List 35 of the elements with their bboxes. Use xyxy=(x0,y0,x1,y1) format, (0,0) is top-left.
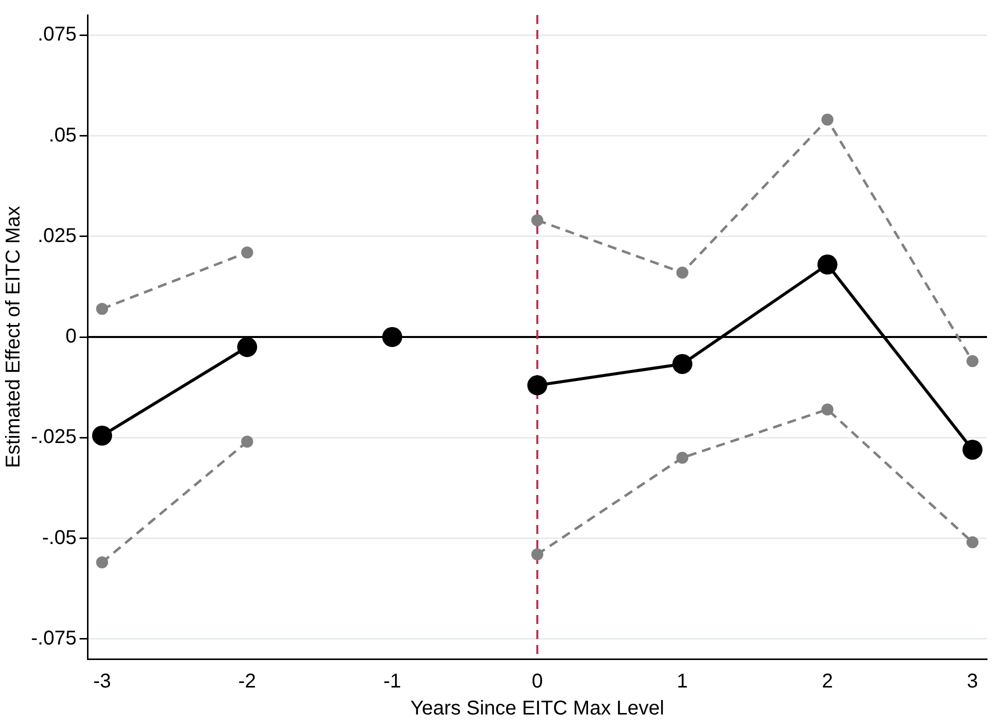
point xyxy=(96,556,108,568)
x-tick-label: 0 xyxy=(532,670,543,693)
point xyxy=(96,302,108,315)
point xyxy=(92,426,112,446)
point xyxy=(531,214,544,226)
point xyxy=(241,436,254,448)
y-axis-title: Estimated Effect of EITC Max xyxy=(2,206,25,468)
point xyxy=(966,536,978,548)
x-tick-label: 2 xyxy=(822,670,833,693)
x-tick-label: -1 xyxy=(383,670,402,693)
point xyxy=(817,254,838,275)
point xyxy=(672,354,692,374)
point xyxy=(676,452,688,464)
x-tick-label: 3 xyxy=(966,670,978,693)
point xyxy=(966,355,978,368)
y-tick-label: .075 xyxy=(38,24,77,46)
y-tick-label: -.075 xyxy=(30,627,77,650)
point xyxy=(237,337,258,358)
y-tick-label: .025 xyxy=(38,224,77,247)
x-tick-label: 1 xyxy=(676,670,688,693)
point xyxy=(821,403,834,416)
point xyxy=(962,440,982,460)
y-tick-label: -.025 xyxy=(30,426,77,448)
x-tick-label: -2 xyxy=(238,670,256,693)
x-axis-title: Years Since EITC Max Level xyxy=(410,698,664,720)
point xyxy=(531,548,544,560)
y-tick-label: .05 xyxy=(48,124,77,146)
point xyxy=(821,114,834,126)
x-tick-label: -3 xyxy=(93,670,111,693)
point xyxy=(527,375,548,396)
point xyxy=(676,266,688,279)
point xyxy=(241,246,254,258)
point xyxy=(382,327,402,347)
y-tick-label: 0 xyxy=(65,326,77,348)
y-tick-label: -.05 xyxy=(42,526,77,549)
